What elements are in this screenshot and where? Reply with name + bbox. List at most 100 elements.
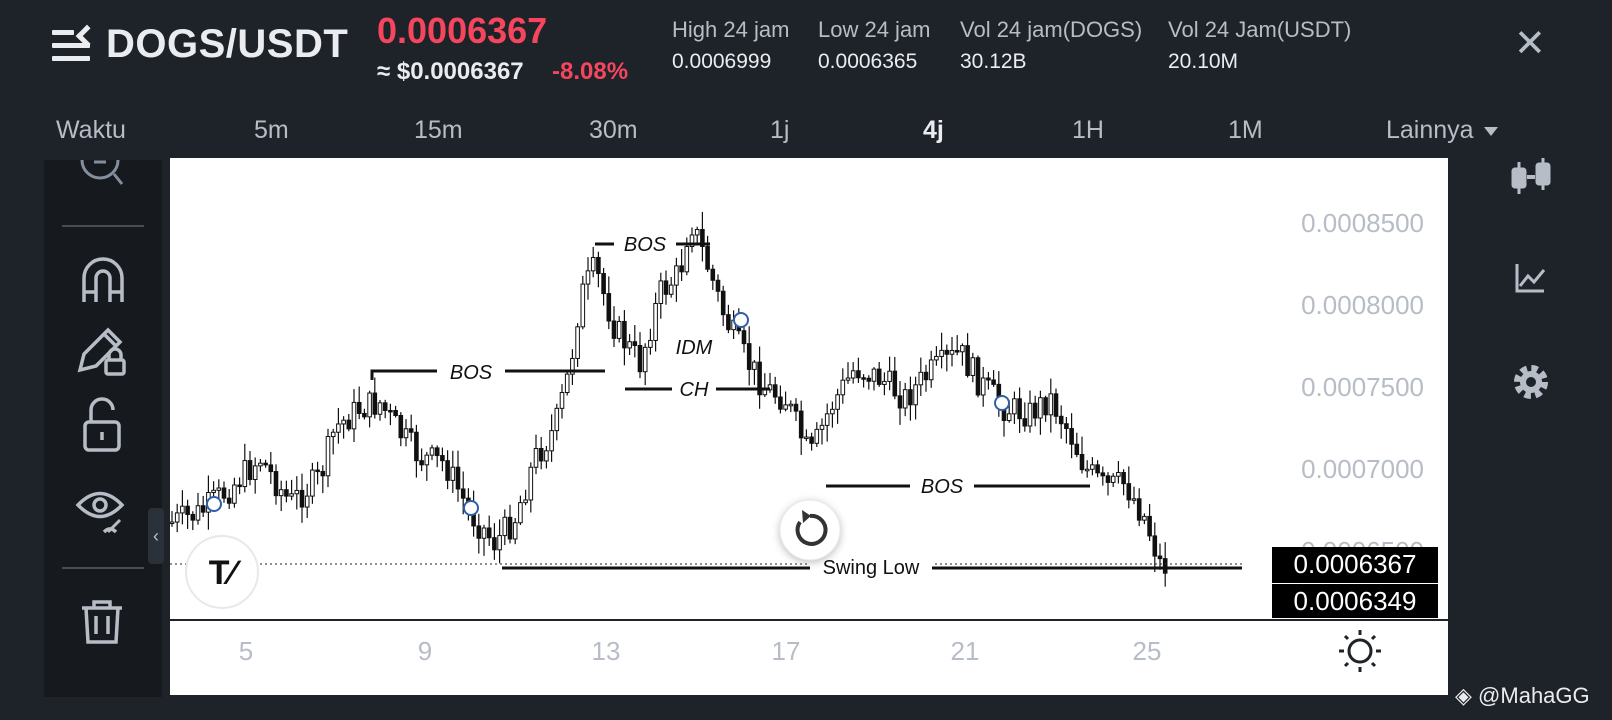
candle-body — [252, 465, 258, 481]
tab-1h[interactable]: 1H — [1072, 116, 1104, 144]
candle-body — [590, 256, 596, 272]
candle-body — [876, 368, 882, 385]
label-bg — [910, 473, 974, 499]
ch-label: CH — [680, 379, 709, 401]
candlestick-icon[interactable] — [1511, 158, 1551, 194]
tradingview-logo[interactable]: T∕ — [185, 535, 259, 609]
collapse-toolbar-icon[interactable]: ‹ — [148, 508, 164, 564]
pair-title[interactable]: DOGS/USDT — [106, 22, 349, 66]
magnet-icon[interactable] — [82, 257, 124, 302]
pencil-lock-icon[interactable] — [77, 327, 126, 376]
candle-body — [908, 389, 913, 406]
candle-body — [882, 380, 887, 385]
candle-body — [772, 384, 778, 398]
candle-body — [856, 370, 861, 379]
candle-body — [289, 493, 294, 497]
tab-5m[interactable]: 5m — [254, 116, 289, 144]
candle-body — [1116, 471, 1121, 477]
candle-body — [544, 450, 549, 462]
candle-body — [1017, 398, 1022, 420]
candle-body — [1136, 498, 1142, 521]
candle-body — [263, 462, 268, 466]
bos-label: BOS — [624, 234, 667, 256]
candle-body — [694, 229, 700, 236]
candle-body — [273, 471, 279, 497]
candle-body — [850, 370, 856, 379]
zoom-icon[interactable] — [80, 159, 124, 185]
candle-body — [330, 431, 336, 438]
candle-body — [642, 346, 648, 373]
candle-body — [445, 460, 450, 481]
tab-1m[interactable]: 1M — [1228, 116, 1263, 144]
tab-30m[interactable]: 30m — [589, 116, 638, 144]
candle-body — [258, 462, 263, 467]
candle-body — [419, 460, 424, 466]
label-bg — [670, 334, 718, 360]
candle-body — [741, 330, 747, 345]
bos-label: BOS — [450, 362, 493, 384]
label-bg — [614, 231, 676, 257]
stat-high-value: 0.0006999 — [672, 50, 772, 73]
candle-body — [980, 377, 986, 396]
candle-body — [798, 410, 804, 439]
candle-body — [304, 495, 310, 508]
candle-body — [284, 489, 289, 497]
candle-body — [887, 370, 892, 382]
label-bg — [672, 376, 716, 402]
candle-body — [814, 428, 820, 444]
tab-15m[interactable]: 15m — [414, 116, 463, 144]
candle-body — [559, 392, 565, 409]
candle-body — [1084, 468, 1090, 472]
unlock-icon[interactable] — [83, 397, 121, 452]
candle-body — [1048, 393, 1054, 416]
menu-icon[interactable] — [52, 24, 99, 64]
candle-body — [455, 466, 461, 490]
candle-body — [866, 377, 872, 382]
stat-vol-usdt-value: 20.10M — [1168, 50, 1239, 73]
price-chart[interactable]: BOS BOS IDM CH BOS Swing Low 0.0008500 0… — [169, 158, 1448, 695]
candle-body — [336, 423, 341, 433]
candle-body — [793, 403, 799, 412]
candle-body — [705, 245, 710, 270]
candle-body — [1152, 535, 1158, 557]
candle-body — [460, 488, 466, 499]
chart-canvas[interactable]: BOS BOS IDM CH BOS Swing Low 0.0008500 0… — [169, 158, 1448, 695]
candle-body — [923, 371, 929, 381]
candle-body — [830, 408, 835, 415]
price-tag-value: 0.0006367 — [1294, 549, 1417, 579]
eye-icon[interactable] — [75, 491, 125, 534]
candle-body — [1069, 428, 1074, 445]
brightness-icon[interactable] — [1339, 630, 1381, 672]
x-tick: 21 — [951, 636, 980, 666]
candle-body — [949, 350, 955, 355]
reset-arrow-icon — [802, 510, 811, 523]
tab-4j[interactable]: 4j — [923, 116, 944, 144]
candle-body — [247, 460, 253, 481]
candle-body — [388, 409, 393, 413]
price-tag-secondary — [1272, 584, 1438, 618]
swing-low-label: Swing Low — [823, 557, 920, 579]
reset-chart-button[interactable] — [779, 499, 841, 561]
candle-body — [564, 373, 570, 394]
candle-body — [627, 341, 632, 349]
candle-body — [429, 447, 435, 456]
candle-body — [819, 424, 825, 430]
candle-body — [195, 505, 201, 521]
candle-body — [523, 499, 528, 504]
caret-down-icon — [1483, 126, 1498, 136]
candle-body — [476, 525, 482, 539]
candle-body — [377, 402, 383, 415]
close-icon[interactable]: ✕ — [1514, 23, 1546, 65]
gear-icon[interactable] — [1514, 365, 1548, 399]
price-change: -8.08% — [552, 58, 629, 85]
tab-1j[interactable]: 1j — [770, 116, 790, 144]
price-tag-secondary-value: 0.0006349 — [1294, 586, 1417, 616]
candle-body — [1074, 443, 1080, 455]
tab-more[interactable]: Lainnya — [1386, 116, 1498, 145]
candle-body — [221, 487, 227, 499]
trash-icon[interactable] — [82, 600, 122, 644]
bos-label: BOS — [921, 476, 964, 498]
candle-body — [663, 280, 669, 295]
candle-body — [1142, 515, 1147, 521]
indicator-icon[interactable] — [1515, 264, 1546, 293]
